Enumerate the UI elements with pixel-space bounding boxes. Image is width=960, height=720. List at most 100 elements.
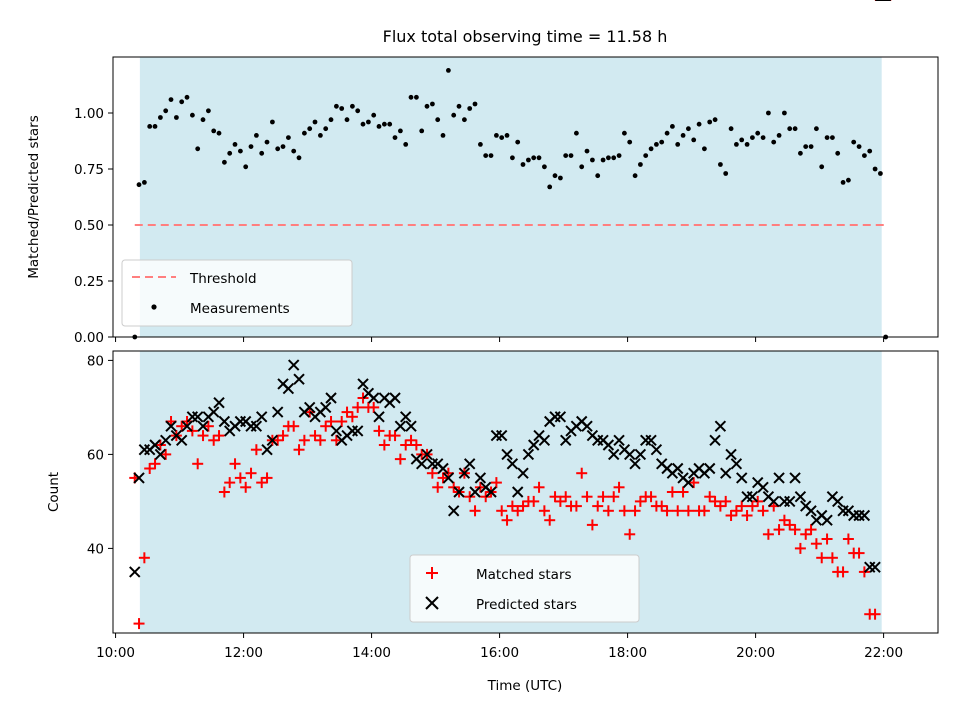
matched-star-point: [368, 401, 380, 413]
predicted-star-point: [421, 448, 433, 461]
matched-star-point: [426, 467, 438, 479]
measurement-point: [254, 133, 259, 138]
measurement-point: [323, 126, 329, 132]
predicted-star-point: [634, 448, 647, 461]
measurement-point: [238, 148, 243, 154]
measurement-point: [398, 128, 403, 134]
matched-star-point: [309, 430, 321, 442]
ratio-panel: 0.00 0.25 0.50 0.75 1.00 Matched/Predicted s…: [26, 56, 939, 346]
matched-star-point: [378, 439, 390, 451]
measurement-point: [691, 137, 697, 143]
predicted-star-point: [730, 458, 743, 470]
x-tick-label: 14:00: [352, 645, 391, 661]
matched-star-point: [314, 434, 326, 446]
count-x-ticks: 10:00 12:00 14:00 16:00 18:00 20:00 22:00: [96, 633, 903, 661]
measurement-point: [360, 121, 366, 127]
measurements-legend-label: Measurements: [190, 301, 290, 317]
matched-star-point: [800, 528, 812, 540]
matched-star-point: [432, 481, 444, 493]
matched-star-point: [816, 552, 828, 564]
matched-star-point: [256, 477, 268, 489]
ratio-legend-box: [121, 259, 353, 327]
ratio-y-tick-label: 1.00: [74, 106, 104, 122]
measurement-point: [648, 146, 654, 152]
predicted-star-point: [602, 439, 615, 451]
predicted-star-point: [330, 425, 343, 437]
matched-star-point: [208, 434, 220, 446]
matched-star-point: [234, 472, 246, 484]
predicted-star-point: [869, 561, 881, 573]
predicted-star-point: [405, 420, 417, 432]
predicted-star-point: [858, 509, 871, 522]
matched-star-point: [789, 524, 801, 536]
count-y-tick-label: 40: [87, 541, 104, 557]
matched-star-point: [581, 491, 593, 503]
matched-star-point: [549, 491, 561, 503]
x-tick-label: 10:00: [96, 645, 135, 661]
matched-star-point: [773, 524, 785, 536]
matched-star-point: [656, 500, 668, 512]
measurement-point: [184, 94, 190, 100]
measurement-point: [376, 124, 382, 129]
measurement-point: [659, 139, 665, 145]
measurement-point: [350, 103, 355, 109]
measurement-point: [595, 173, 601, 179]
measurement-point: [803, 144, 809, 150]
predicted-star-point: [191, 411, 204, 423]
measurement-point: [515, 139, 521, 145]
matched-star-point: [288, 420, 300, 432]
measurement-point: [248, 144, 254, 150]
measurement-point: [446, 68, 451, 73]
matched-star-point: [144, 463, 156, 474]
measurement-point: [355, 108, 361, 114]
matched-star-point: [597, 491, 609, 503]
predicted-star-point: [319, 401, 332, 414]
measurement-point: [776, 133, 782, 138]
measurement-point: [510, 155, 515, 161]
measurement-point: [574, 130, 579, 136]
measurement-point: [414, 94, 419, 100]
ratio-y-tick-label: 0.75: [74, 162, 104, 178]
measurement-points: [132, 68, 889, 340]
measurement-point: [334, 103, 339, 109]
predicted-star-point: [282, 382, 295, 395]
count-y-ticks: 40 60 80: [87, 353, 113, 557]
predicted-star-point: [293, 373, 305, 385]
measurement-point: [344, 117, 350, 123]
predicted-star-point: [613, 434, 625, 447]
measurement-point: [563, 153, 569, 159]
predicted-star-point: [794, 490, 807, 503]
predicted-star-point: [757, 481, 769, 494]
measurement-point: [296, 155, 302, 161]
predicted-star-point: [773, 472, 785, 484]
measurement-point: [232, 142, 238, 147]
measurement-point: [627, 139, 633, 145]
x-tick-label: 18:00: [608, 645, 647, 661]
measurement-point: [456, 103, 462, 109]
x-tick-label: 12:00: [224, 645, 263, 661]
predicted-star-point: [501, 448, 513, 461]
predicted-star-point: [496, 429, 508, 442]
measurement-point: [504, 133, 510, 138]
matched-star-point: [672, 505, 684, 517]
predicted-star-point: [704, 462, 716, 475]
matched-star-point: [346, 411, 358, 423]
measurement-point: [739, 137, 745, 143]
predicted-star-point: [303, 401, 316, 414]
matched-star-point: [437, 472, 449, 484]
matched-star-point: [261, 472, 273, 484]
measurement-point: [462, 117, 467, 123]
measurement-point: [531, 155, 537, 161]
matched-star-point: [762, 528, 774, 540]
matched-star-point: [858, 566, 870, 578]
predicted-star-point: [522, 448, 535, 461]
measurement-point: [302, 130, 307, 136]
measurement-point: [814, 126, 819, 132]
predicted-star-point: [645, 434, 657, 447]
matched-star-point: [496, 505, 508, 517]
predicted-star-point: [469, 486, 481, 498]
matched-star-point: [677, 486, 689, 498]
predicted-star-point: [394, 420, 407, 432]
matched-star-point: [741, 510, 753, 521]
measurement-point: [467, 106, 473, 111]
